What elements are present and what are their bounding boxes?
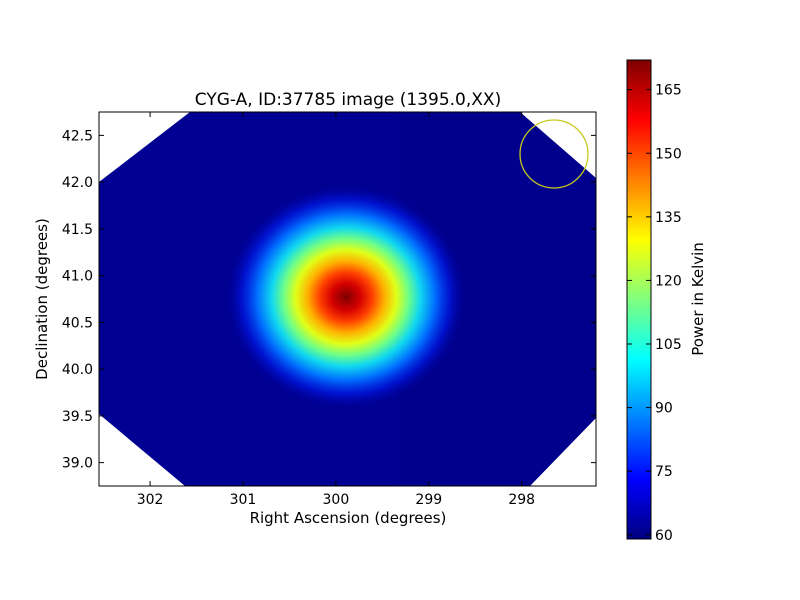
blank-corner-bottom-right (530, 418, 596, 486)
colorbar-tick-label: 105 (655, 337, 682, 353)
colorbar-tick-label: 150 (655, 146, 682, 162)
colorbar-tick-label: 60 (655, 528, 673, 544)
chart-title: CYG-A, ID:37785 image (1395.0,XX) (195, 90, 501, 110)
colorbar-tick-label: 135 (655, 210, 682, 226)
x-tick-label: 302 (137, 492, 164, 508)
colorbar-tick-label: 120 (655, 273, 682, 289)
x-tick-label: 301 (230, 492, 257, 508)
y-tick-label: 41.0 (62, 269, 93, 285)
x-axis-label: Right Ascension (degrees) (250, 509, 447, 527)
y-tick-label: 42.5 (62, 128, 93, 144)
blank-corner-bottom-left (99, 414, 185, 486)
blank-corner-top-left (99, 112, 190, 182)
colorbar-tick-label: 165 (655, 83, 682, 99)
y-tick-label: 42.0 (62, 175, 93, 191)
y-tick-label: 39.0 (62, 456, 93, 472)
y-tick-label: 39.5 (62, 409, 93, 425)
colorbar-tick-label: 90 (655, 401, 673, 417)
heatmap-image (99, 112, 596, 486)
colorbar-label: Power in Kelvin (689, 242, 707, 356)
x-tick-label: 298 (508, 492, 535, 508)
colorbar (626, 59, 652, 540)
axes-frame (98, 111, 597, 487)
y-axis-ticks: 39.0 39.5 40.0 40.5 41.0 41.5 42.0 42.5 (62, 128, 596, 472)
y-tick-label: 40.0 (62, 362, 93, 378)
x-axis-ticks: 302 301 300 299 298 (137, 112, 535, 508)
beam-circle (519, 119, 589, 189)
y-tick-label: 40.5 (62, 315, 93, 331)
x-tick-label: 299 (415, 492, 442, 508)
colorbar-ticks: 60 75 90 105 120 135 150 165 (627, 83, 682, 544)
y-tick-label: 41.5 (62, 222, 93, 238)
source-emission (226, 185, 466, 409)
x-tick-label: 300 (323, 492, 350, 508)
colorbar-tick-label: 75 (655, 464, 673, 480)
y-axis-label: Declination (degrees) (33, 218, 51, 380)
